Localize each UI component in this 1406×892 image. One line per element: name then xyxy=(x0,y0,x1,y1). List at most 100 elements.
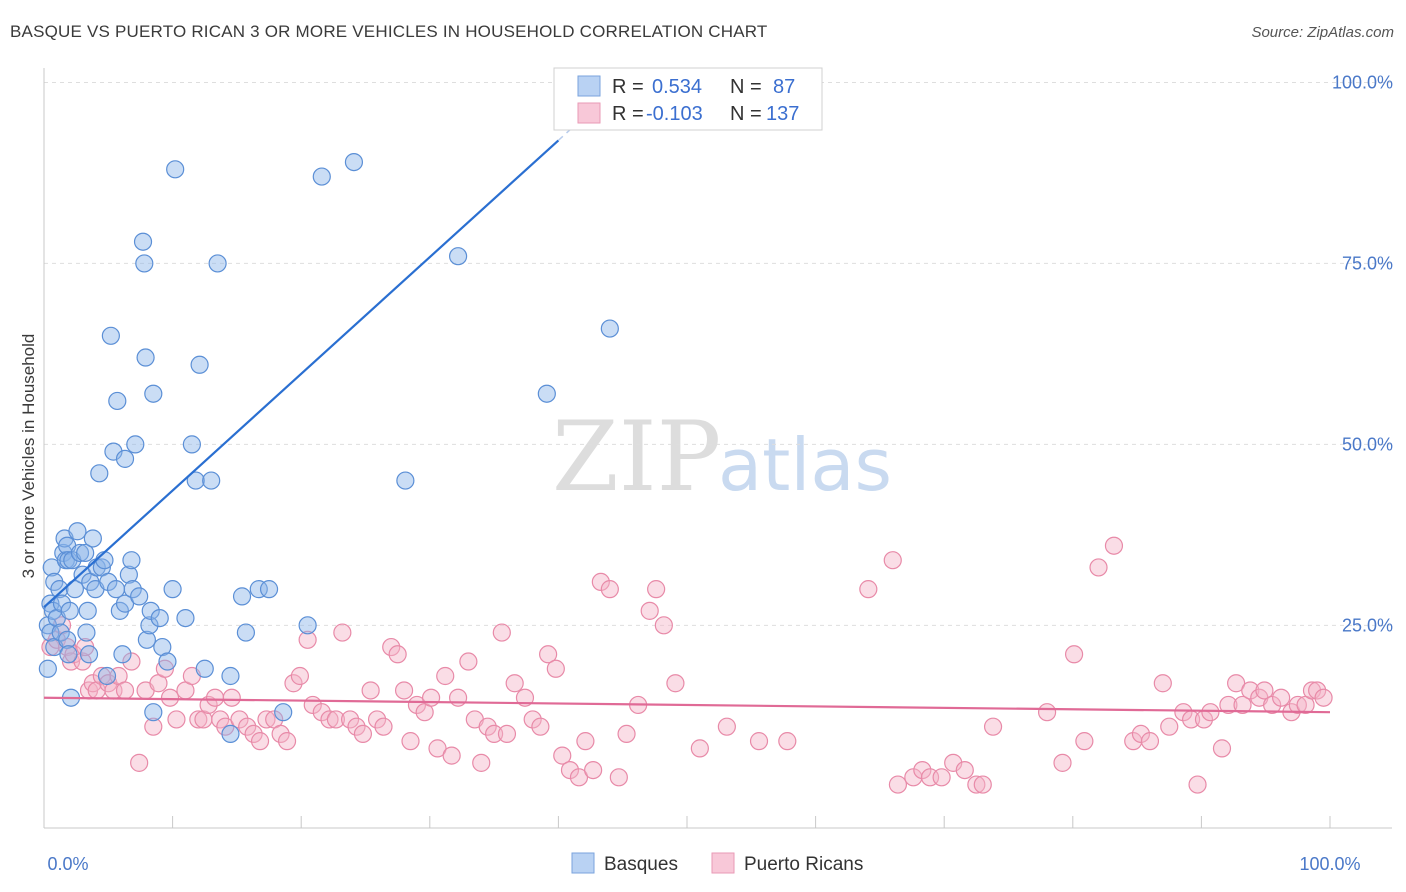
point-puerto-ricans xyxy=(553,746,572,765)
point-puerto-ricans xyxy=(1233,695,1252,715)
point-basques xyxy=(83,529,102,548)
trend-line-puerto-ricans xyxy=(43,696,1331,714)
series-legend-swatch-basques xyxy=(571,852,595,874)
point-puerto-ricans xyxy=(298,630,317,649)
point-puerto-ricans xyxy=(442,746,461,765)
point-puerto-ricans xyxy=(333,623,352,642)
y-tick-label: 25.0% xyxy=(1342,615,1393,635)
point-basques xyxy=(99,572,118,592)
legend-r-label-1: R = xyxy=(612,76,644,98)
point-puerto-ricans xyxy=(1212,739,1232,758)
series-legend-swatch-puerto-ricans xyxy=(711,852,735,874)
point-basques xyxy=(115,449,135,468)
point-puerto-ricans xyxy=(1153,674,1172,693)
y-tick-label: 50.0% xyxy=(1342,434,1393,454)
x-tick-labels: 0.0% 100.0% xyxy=(47,854,1360,874)
watermark-atlas: atlas xyxy=(718,423,892,507)
point-puerto-ricans xyxy=(932,768,951,787)
point-basques xyxy=(140,616,159,635)
point-puerto-ricans xyxy=(290,666,310,686)
point-puerto-ricans xyxy=(340,710,360,729)
point-basques xyxy=(108,391,127,411)
x-tick-label: 0.0% xyxy=(47,854,88,874)
legend-n-value-puerto-ricans: 137 xyxy=(766,103,799,125)
point-puerto-ricans xyxy=(1089,558,1108,577)
point-puerto-ricans xyxy=(967,775,986,794)
point-puerto-ricans xyxy=(160,688,180,707)
point-puerto-ricans xyxy=(1140,732,1160,751)
point-puerto-ricans xyxy=(778,732,797,751)
point-puerto-ricans xyxy=(144,717,163,736)
point-puerto-ricans xyxy=(388,645,407,664)
legend-swatch-basques xyxy=(577,75,601,97)
point-puerto-ricans xyxy=(347,717,366,736)
point-puerto-ricans xyxy=(130,753,149,772)
point-basques xyxy=(202,471,221,490)
point-puerto-ricans xyxy=(883,551,902,570)
point-basques xyxy=(59,645,78,664)
point-puerto-ricans xyxy=(539,645,558,664)
point-basques xyxy=(144,703,163,722)
point-puerto-ricans xyxy=(859,580,878,599)
point-basques xyxy=(51,623,70,642)
point-puerto-ricans xyxy=(238,717,257,736)
point-puerto-ricans xyxy=(1288,695,1307,715)
point-puerto-ricans xyxy=(1302,681,1322,700)
point-puerto-ricans xyxy=(1075,732,1094,751)
point-puerto-ricans xyxy=(222,688,241,707)
point-puerto-ricans xyxy=(428,739,447,758)
point-basques xyxy=(76,543,95,563)
point-puerto-ricans xyxy=(326,710,346,729)
point-puerto-ricans xyxy=(690,739,709,758)
point-puerto-ricans xyxy=(1272,688,1291,707)
point-basques xyxy=(144,384,163,403)
point-basques xyxy=(78,601,97,620)
point-puerto-ricans xyxy=(73,652,92,671)
point-basques xyxy=(104,442,123,461)
point-puerto-ricans xyxy=(505,674,524,693)
point-basques xyxy=(133,232,153,251)
point-puerto-ricans xyxy=(523,710,542,729)
legend-r-value-puerto-ricans: -0.103 xyxy=(646,103,703,125)
point-basques xyxy=(298,616,317,635)
point-puerto-ricans xyxy=(584,760,603,780)
point-basques xyxy=(274,703,293,722)
trend-line-basques xyxy=(43,139,560,609)
point-puerto-ricans xyxy=(155,659,174,678)
point-basques xyxy=(95,551,114,570)
point-puerto-ricans xyxy=(1314,688,1333,707)
legend-n-label-2: N = xyxy=(730,103,762,125)
point-puerto-ricans xyxy=(749,732,769,751)
point-basques xyxy=(97,666,117,686)
point-puerto-ricans xyxy=(271,724,290,744)
point-puerto-ricans xyxy=(485,724,504,744)
point-puerto-ricans xyxy=(640,601,659,620)
watermark: ZIP atlas xyxy=(552,401,892,513)
point-puerto-ricans xyxy=(189,710,208,729)
point-puerto-ricans xyxy=(374,717,393,736)
y-tick-label: 75.0% xyxy=(1342,253,1393,273)
point-basques xyxy=(195,659,214,678)
point-puerto-ricans xyxy=(955,760,974,780)
point-puerto-ricans xyxy=(353,724,373,744)
point-basques xyxy=(60,601,79,620)
point-basques xyxy=(38,659,57,678)
point-basques xyxy=(113,645,132,664)
point-puerto-ricans xyxy=(944,753,963,772)
point-puerto-ricans xyxy=(361,681,380,700)
axes xyxy=(43,68,1392,829)
point-puerto-ricans xyxy=(401,732,420,751)
legend-n-value-basques: 87 xyxy=(773,76,795,98)
point-basques xyxy=(344,152,364,172)
point-basques xyxy=(52,594,72,613)
point-basques xyxy=(73,565,92,584)
point-basques xyxy=(158,652,177,671)
legend-n-label-1: N = xyxy=(730,76,762,98)
data-points xyxy=(38,73,1333,794)
point-puerto-ricans xyxy=(617,724,636,744)
point-basques xyxy=(42,558,61,577)
point-basques xyxy=(249,580,268,599)
point-puerto-ricans xyxy=(448,688,468,707)
point-basques xyxy=(221,666,240,686)
